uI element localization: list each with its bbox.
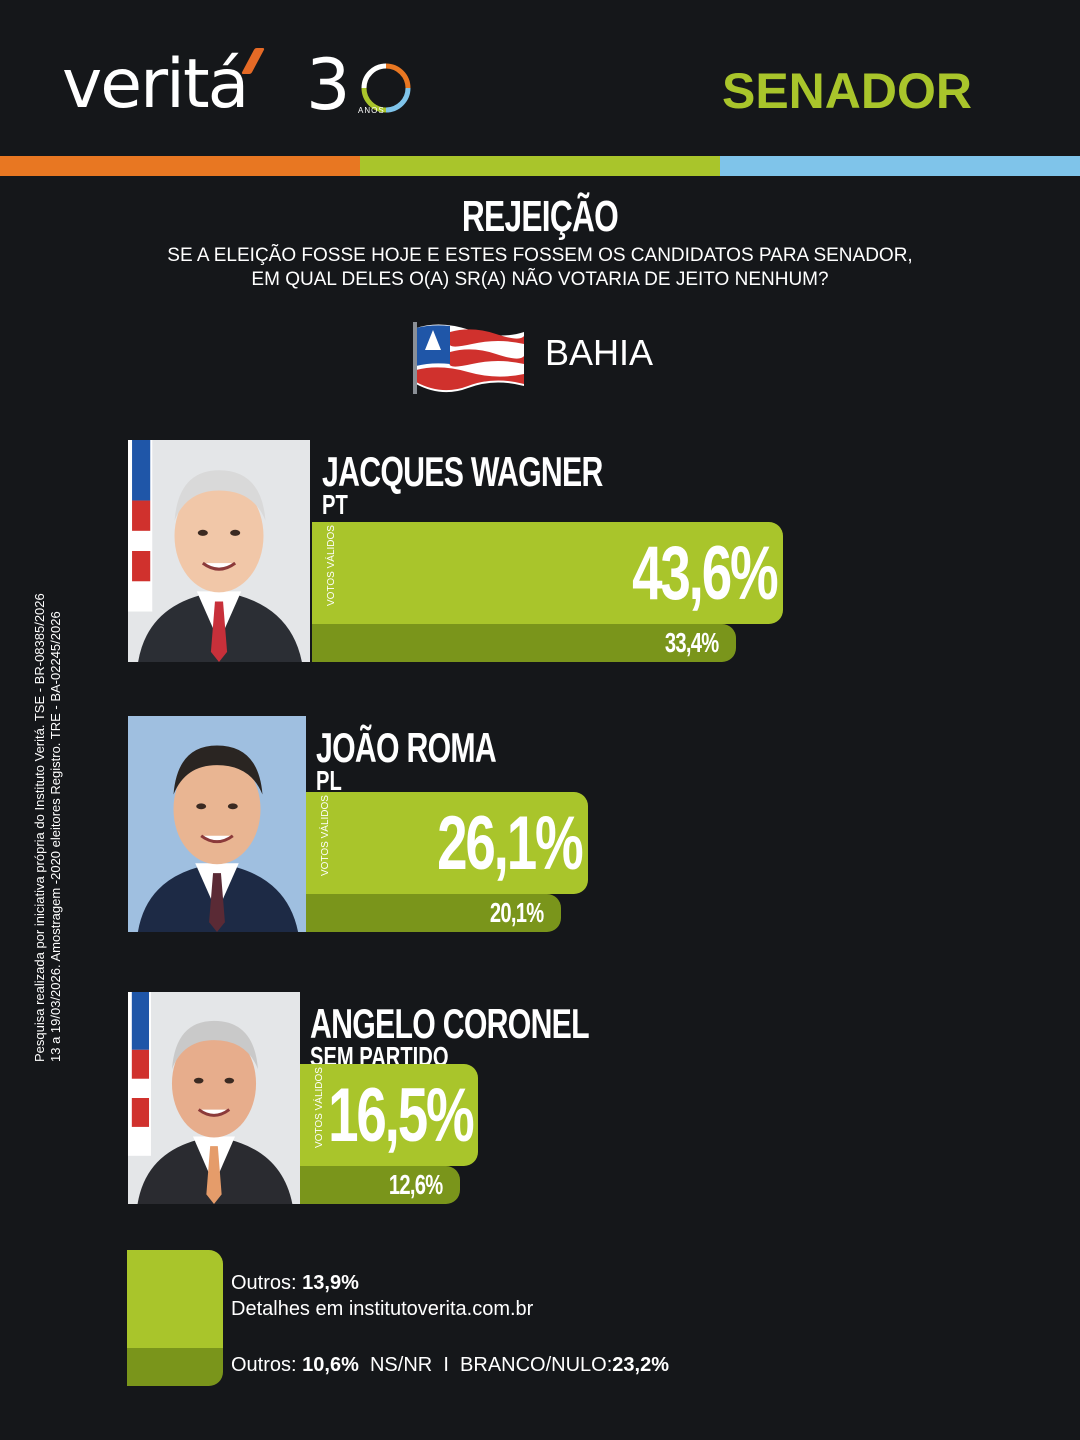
bar-votos-validos-label: VOTOS VÁLIDOS: [326, 525, 337, 606]
bar-main-value: 26,1%: [437, 801, 585, 886]
legend-swatch-main: [127, 1250, 223, 1348]
stripe-orange: [0, 156, 360, 176]
footnote-line-2: 13 a 19/03/2026. Amostragem -2020 eleito…: [48, 611, 63, 1062]
bar-sub-value: 33,4%: [664, 627, 719, 658]
bar-main: [306, 792, 588, 894]
candidate-name: ANGELO CORONEL: [310, 1000, 590, 1047]
legend-swatch-sub: [127, 1348, 223, 1386]
candidate-party: PL: [316, 765, 342, 796]
legend-details-link: Detalhes em institutoverita.com.br: [231, 1298, 534, 1320]
question-line-2: EM QUAL DELES O(A) SR(A) NÃO VOTARIA DE …: [251, 269, 829, 290]
bar-sub-value: 12,6%: [388, 1169, 443, 1200]
stripe-blue: [720, 156, 1080, 176]
candidate-name: JACQUES WAGNER: [322, 448, 603, 495]
bar-sub-value: 20,1%: [489, 897, 544, 928]
state-name: BAHIA: [545, 332, 654, 373]
section-title: REJEIÇÃO: [461, 192, 619, 241]
bar-main: [300, 1064, 479, 1166]
question-line-1: SE A ELEIÇÃO FOSSE HOJE E ESTES FOSSEM O…: [167, 245, 913, 266]
bar-votos-validos-label: VOTOS VÁLIDOS: [314, 1067, 325, 1148]
bar-sub: [312, 624, 737, 662]
survey-question: SE A ELEIÇÃO FOSSE HOJE E ESTES FOSSEM O…: [120, 244, 960, 292]
bahia-flag-icon: [413, 322, 524, 394]
candidate-photo: [128, 992, 300, 1204]
candidate-party: PT: [322, 489, 348, 520]
survey-footnote: Pesquisa realizada por iniciativa própri…: [32, 522, 64, 1062]
bar-main-value: 16,5%: [327, 1073, 475, 1158]
bar-sub: [306, 894, 562, 932]
candidate-photo: [128, 716, 306, 932]
logo-zero-ring: [361, 63, 411, 113]
candidate-photo: [128, 440, 310, 662]
bar-sub: [300, 1166, 461, 1204]
legend-outros-main: Outros: 13,9%: [231, 1272, 359, 1294]
bar-main: [312, 522, 783, 624]
logo-anos: ANOS: [358, 106, 385, 115]
footnote-line-1: Pesquisa realizada por iniciativa própri…: [32, 593, 47, 1062]
bar-votos-validos-label: VOTOS VÁLIDOS: [320, 795, 331, 876]
header-title: SENADOR: [721, 63, 972, 119]
candidate-name: JOÃO ROMA: [316, 724, 497, 771]
logo-wordmark: veritá: [62, 45, 249, 124]
stripe-green: [360, 156, 720, 176]
bar-main-value: 43,6%: [632, 531, 780, 616]
logo-number: 3: [306, 44, 351, 126]
legend-outros-sub: Outros: 10,6% NS/NR I BRANCO/NULO:23,2%: [231, 1354, 669, 1376]
